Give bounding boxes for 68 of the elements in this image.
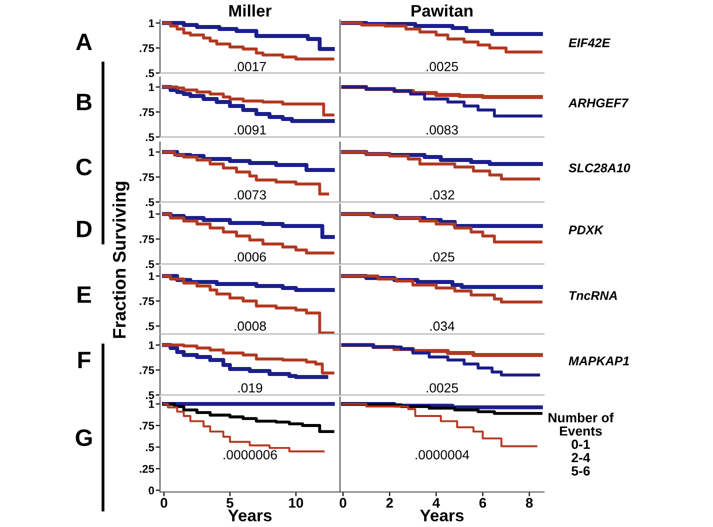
text: 2-4 xyxy=(572,452,590,462)
text: A xyxy=(76,34,92,50)
y-tick-label: .5 xyxy=(146,69,154,78)
annotation: .0025 xyxy=(426,383,458,393)
x-tick-label: 2 xyxy=(386,498,393,508)
text: E xyxy=(78,286,91,303)
annotation: .019 xyxy=(238,383,262,393)
y-tick-label: .5 xyxy=(146,133,154,142)
y-tick-label: 1 xyxy=(148,19,154,28)
y-tick-label: .75 xyxy=(140,297,154,306)
text: TncRNA xyxy=(569,291,617,300)
x-tick-label: 0 xyxy=(160,498,168,508)
y-tick-label: .25 xyxy=(140,464,154,473)
text: F xyxy=(78,352,90,368)
y-tick-label: .75 xyxy=(140,422,154,430)
x-axis-title: Years xyxy=(420,510,464,522)
y-tick-label: .75 xyxy=(140,173,154,182)
text: G xyxy=(76,429,92,446)
text: PDXK xyxy=(568,226,604,234)
annotation: .0083 xyxy=(426,125,458,135)
y-tick-label: .75 xyxy=(140,366,154,374)
y-tick-label: .5 xyxy=(146,391,154,400)
text: SLC28A10 xyxy=(568,164,630,172)
text: EIF42E xyxy=(568,38,610,48)
text: Number of xyxy=(548,412,614,422)
chart-title: Pawitan xyxy=(412,4,472,17)
y-tick-label: .75 xyxy=(140,44,154,52)
text: MAPKAP1 xyxy=(568,356,629,366)
x-tick-label: 4 xyxy=(432,498,440,508)
annotation: .034 xyxy=(430,321,454,331)
x-tick-label: 6 xyxy=(479,498,486,508)
annotation: .0073 xyxy=(234,190,266,200)
annotation: .0000004 xyxy=(416,450,470,460)
annotation: .025 xyxy=(430,252,454,262)
y-tick-label: .5 xyxy=(146,198,154,206)
annotation: .0000006 xyxy=(224,450,277,460)
text: 5-6 xyxy=(572,466,590,476)
y-tick-label: 1 xyxy=(148,341,154,350)
x-tick-label: 5 xyxy=(226,498,234,508)
y-tick-label: .5 xyxy=(146,260,154,268)
y-tick-label: .75 xyxy=(140,235,154,244)
y-tick-label: 1 xyxy=(148,400,154,408)
text: ARHGEF7 xyxy=(568,98,629,108)
text: D xyxy=(77,220,92,238)
x-tick-label: 0 xyxy=(340,498,346,508)
y-tick-label: 1 xyxy=(148,148,154,156)
annotation: .0006 xyxy=(234,252,266,262)
y-tick-label: 1 xyxy=(148,272,154,280)
text: B xyxy=(77,94,92,110)
annotation: .0025 xyxy=(426,62,458,72)
y-tick-label: 0 xyxy=(148,486,154,494)
annotation: .032 xyxy=(430,190,454,200)
x-axis-title: Years xyxy=(228,510,272,522)
y-tick-label: 1 xyxy=(148,83,154,92)
annotation: .0017 xyxy=(234,62,266,72)
y-tick-label: .75 xyxy=(140,108,154,116)
annotation: .0008 xyxy=(234,321,266,331)
x-tick-label: 8 xyxy=(526,498,533,508)
annotation: .0091 xyxy=(234,125,266,135)
text: C xyxy=(76,158,92,176)
y-tick-label: .5 xyxy=(146,322,154,330)
y-tick-label: 1 xyxy=(148,210,154,218)
y-axis-title: Fraction Surviving xyxy=(112,182,130,338)
text: 0-1 xyxy=(572,440,590,449)
text: Events xyxy=(560,426,602,436)
chart-title: Miller xyxy=(229,4,272,17)
y-tick-label: .5 xyxy=(146,443,154,452)
x-tick-label: 10 xyxy=(289,498,304,508)
